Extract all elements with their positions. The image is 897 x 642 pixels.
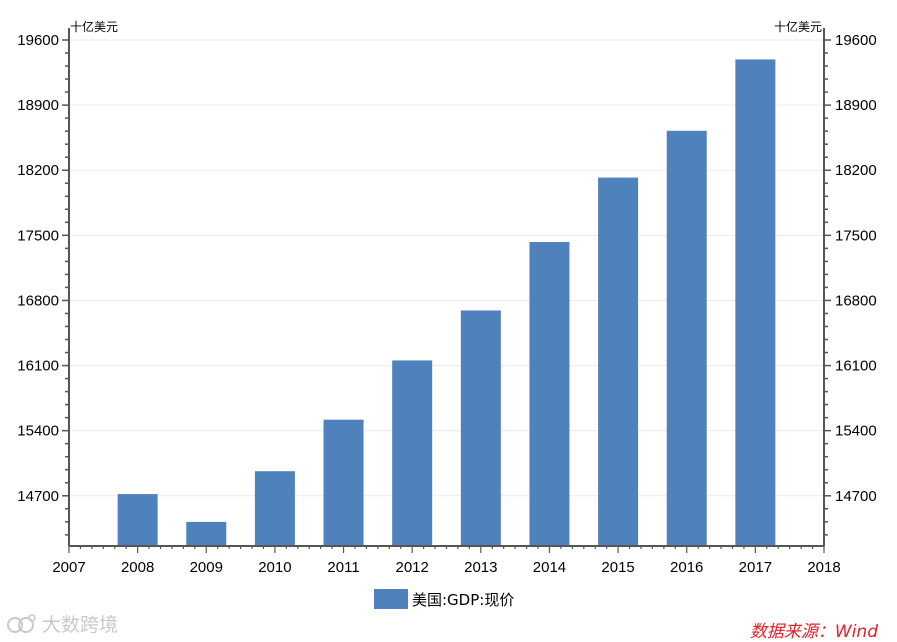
y-tick-label-right: 16100 (835, 358, 877, 375)
x-tick-label: 2010 (258, 559, 291, 576)
y-tick-label-left: 18200 (17, 162, 59, 179)
y-unit-right: 十亿美元 (774, 19, 822, 34)
x-tick-label: 2013 (464, 559, 497, 576)
y-tick-label-right: 17500 (835, 227, 877, 244)
bar (666, 130, 707, 546)
watermark-text: 大数跨境 (42, 614, 119, 636)
x-tick-label: 2007 (52, 559, 85, 576)
y-tick-label-left: 15400 (17, 423, 59, 440)
x-tick-label: 2011 (327, 559, 359, 576)
x-tick-label: 2016 (670, 559, 703, 576)
legend-swatch (374, 589, 408, 609)
x-tick-label: 2014 (533, 559, 566, 576)
y-tick-label-left: 16100 (17, 358, 59, 375)
y-unit-left: 十亿美元 (70, 19, 118, 34)
legend-label: 美国:GDP:现价 (412, 590, 515, 609)
x-tick-label: 2009 (190, 559, 223, 576)
x-tick-label: 2018 (807, 559, 840, 576)
x-tick-label: 2015 (601, 559, 634, 576)
y-tick-label-left: 18900 (17, 97, 59, 114)
x-tick-label: 2012 (395, 559, 428, 576)
y-tick-label-right: 15400 (835, 423, 877, 440)
bar (598, 177, 639, 546)
y-tick-label-right: 16800 (835, 292, 877, 309)
y-tick-label-right: 18200 (835, 162, 877, 179)
source-note: 数据来源：Wind (749, 622, 878, 642)
bar (529, 242, 570, 546)
bar (186, 521, 227, 546)
watermark-logo-icon (7, 613, 36, 633)
x-tick-label: 2008 (121, 559, 154, 576)
bar (392, 360, 433, 546)
legend: 美国:GDP:现价 (374, 588, 514, 610)
y-tick-label-right: 14700 (835, 488, 877, 505)
bar (460, 310, 501, 546)
watermark: 大数跨境 (6, 610, 118, 637)
x-tick-label: 2017 (739, 559, 772, 576)
bar (735, 59, 776, 547)
y-tick-label-left: 16800 (17, 292, 59, 309)
y-tick-label-right: 19600 (835, 32, 877, 49)
bar (254, 471, 295, 546)
y-tick-label-left: 19600 (17, 32, 59, 49)
bar (323, 419, 364, 546)
y-tick-label-left: 14700 (17, 488, 59, 505)
bar (117, 494, 158, 546)
y-tick-label-left: 17500 (17, 227, 59, 244)
y-tick-label-right: 18900 (835, 97, 877, 114)
